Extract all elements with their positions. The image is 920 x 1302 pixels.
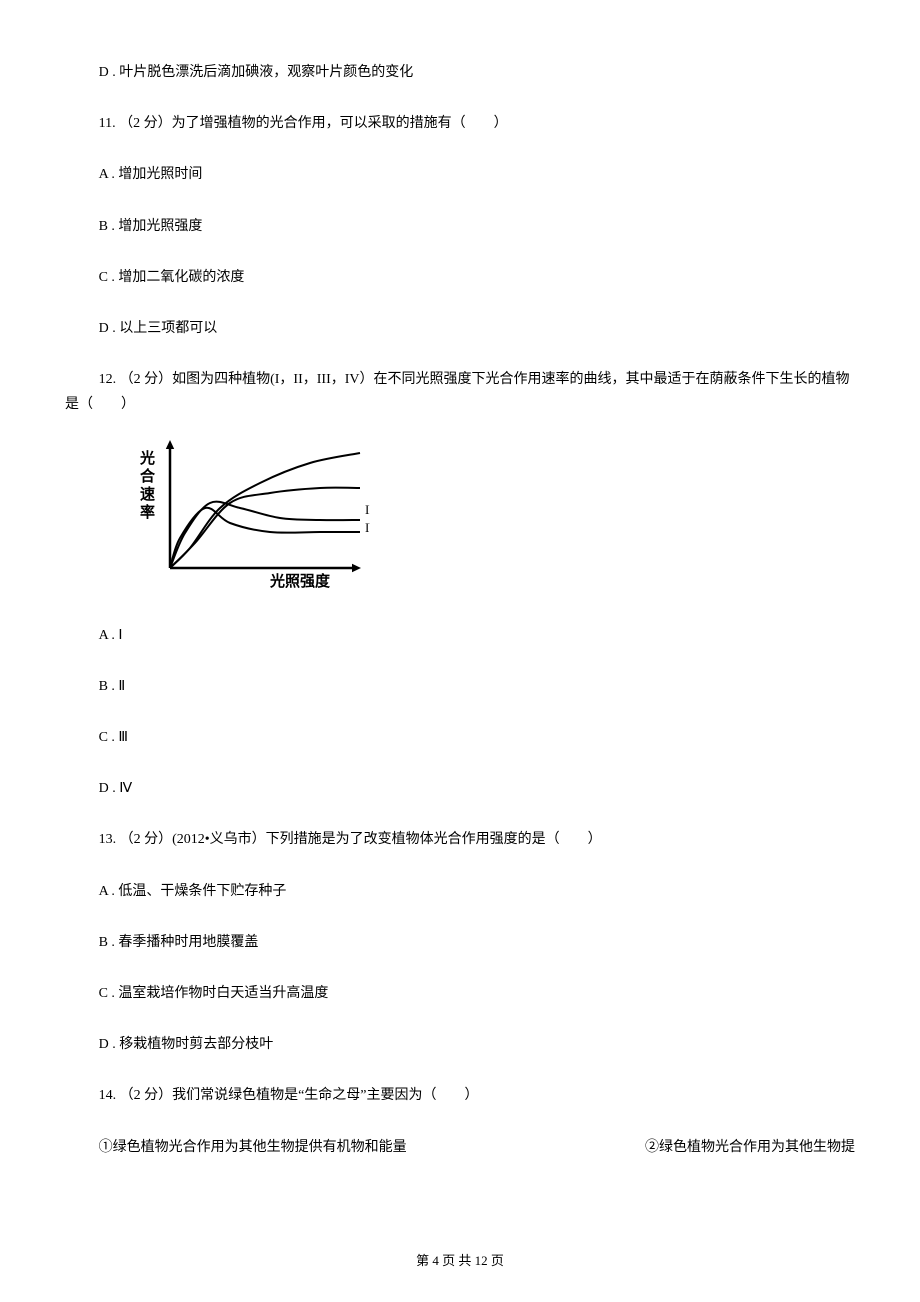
photosynthesis-chart: 光合速率光照强度IIIIIIIV: [130, 438, 370, 597]
text-line: C . Ⅲ: [65, 725, 855, 750]
svg-text:IV: IV: [365, 520, 370, 535]
svg-text:光照强度: 光照强度: [269, 572, 331, 588]
text-segment-right: ②绿色植物光合作用为其他生物提: [645, 1135, 855, 1160]
text-line: C . 温室栽培作物时白天适当升高温度: [65, 981, 855, 1006]
text-line: 11. （2 分）为了增强植物的光合作用，可以采取的措施有（ ）: [65, 111, 855, 136]
text-line: C . 增加二氧化碳的浓度: [65, 265, 855, 290]
text-line: 14. （2 分）我们常说绿色植物是“生命之母”主要因为（ ）: [65, 1083, 855, 1108]
text-line: D . 以上三项都可以: [65, 316, 855, 341]
svg-text:合: 合: [139, 467, 156, 485]
svg-text:率: 率: [140, 503, 155, 521]
text-line: D . 移栽植物时剪去部分枝叶: [65, 1032, 855, 1057]
text-line: 13. （2 分）(2012•义乌市）下列措施是为了改变植物体光合作用强度的是（…: [65, 827, 855, 852]
text-line: B . 增加光照强度: [65, 214, 855, 239]
text-line: A . Ⅰ: [65, 623, 855, 648]
svg-text:光: 光: [139, 449, 155, 467]
text-line: B . 春季播种时用地膜覆盖: [65, 930, 855, 955]
text-line: D . 叶片脱色漂洗后滴加碘液，观察叶片颜色的变化: [65, 60, 855, 85]
text-line: A . 低温、干燥条件下贮存种子: [65, 879, 855, 904]
svg-text:速: 速: [140, 485, 155, 503]
text-line: B . Ⅱ: [65, 674, 855, 699]
text-line: 12. （2 分）如图为四种植物(I，II，III，IV）在不同光照强度下光合作…: [65, 367, 855, 417]
text-line-split: ①绿色植物光合作用为其他生物提供有机物和能量 ②绿色植物光合作用为其他生物提: [65, 1135, 855, 1160]
text-segment-left: ①绿色植物光合作用为其他生物提供有机物和能量: [65, 1135, 407, 1160]
page-footer: 第 4 页 共 12 页: [0, 1249, 920, 1272]
text-line: A . 增加光照时间: [65, 162, 855, 187]
text-line: D . Ⅳ: [65, 776, 855, 801]
svg-text:III: III: [365, 502, 370, 517]
